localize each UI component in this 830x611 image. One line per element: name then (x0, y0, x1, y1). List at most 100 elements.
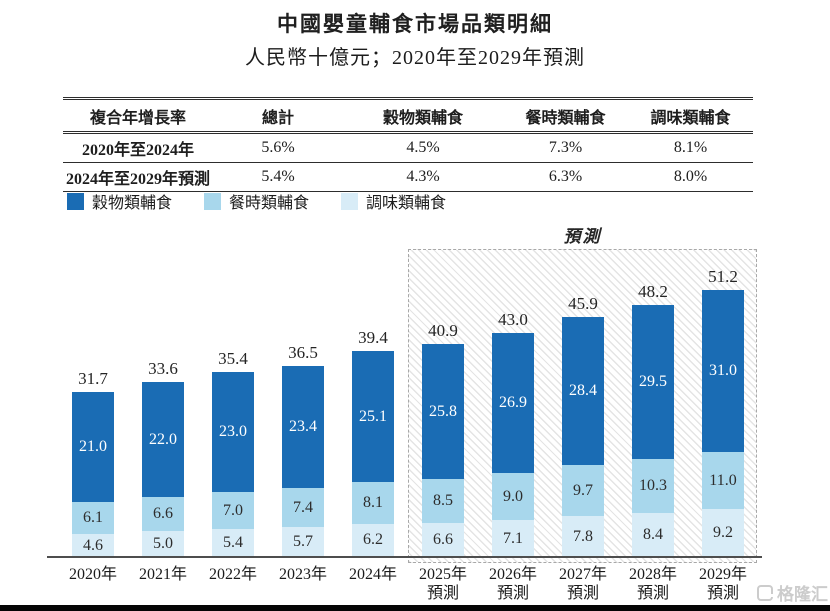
bar-segment-mealtime-food: 11.0 (702, 452, 744, 509)
stacked-bar: 31.0 11.0 9.2 (702, 290, 744, 557)
table-header-cell: 總計 (261, 109, 294, 127)
bar-segment-seasoning-food: 6.2 (352, 524, 394, 556)
segment-value-label: 26.9 (499, 394, 527, 411)
legend-label: 調味類輔食 (366, 195, 447, 212)
bar-segment-grain-food: 23.0 (212, 372, 254, 492)
x-axis-category-label: 2021年 (118, 565, 208, 584)
bar-total-label: 43.0 (498, 310, 528, 329)
segment-value-label: 5.0 (153, 535, 173, 552)
stacked-bar: 28.4 9.7 7.8 (562, 317, 604, 557)
bar-segment-grain-food: 29.5 (632, 305, 674, 459)
x-label-line: 預測 (636, 585, 669, 602)
segment-value-label: 21.0 (79, 438, 107, 455)
table-cell-value: 4.3% (406, 168, 440, 185)
segment-value-label: 25.1 (359, 407, 387, 425)
segment-value-label: 23.0 (219, 423, 247, 440)
segment-value-label: 7.8 (573, 527, 593, 545)
segment-value-label: 9.0 (503, 487, 523, 505)
x-axis-category-label: 2029年 預測 (678, 565, 768, 603)
bar-total-label: 45.9 (568, 294, 598, 313)
bar-total-label: 33.6 (148, 359, 178, 378)
table-cell-value: 6.3% (548, 168, 583, 185)
bar-total-label: 51.2 (708, 267, 738, 286)
segment-value-label: 25.8 (429, 402, 457, 420)
bar-segment-grain-food: 22.0 (142, 382, 184, 497)
table-row-label: 2024年至2029年預測 (65, 171, 210, 188)
page-subtitle: 人民幣十億元；2020年至2029年預測 (245, 47, 585, 69)
bar-segment-mealtime-food: 8.5 (422, 479, 464, 523)
x-label-line: 預測 (566, 585, 599, 602)
segment-value-label: 6.1 (83, 509, 103, 526)
x-label-line: 2022年 (208, 566, 257, 583)
bar-segment-mealtime-food: 6.6 (142, 497, 184, 531)
stacked-bar: 25.8 8.5 6.6 (422, 344, 464, 557)
x-axis-category-label: 2020年 (48, 565, 138, 584)
table-header-row: 複合年增長率 總計 穀物類輔食 餐時類輔食 調味類輔食 (63, 97, 753, 134)
stacked-bar: 21.0 6.1 4.6 (72, 392, 114, 558)
x-axis-category-label: 2026年預測 (468, 565, 558, 603)
stacked-bar: 25.1 8.1 6.2 (352, 351, 394, 557)
bar-segment-seasoning-food: 5.7 (282, 527, 324, 557)
x-label-line: 預測 (496, 585, 529, 602)
bar-segment-mealtime-food: 6.1 (72, 502, 114, 534)
x-label-line: 2026年 (488, 566, 537, 583)
x-axis-category-label: 2025年 預測 (398, 565, 488, 603)
segment-value-label: 8.5 (433, 492, 453, 509)
table-header-cell: 餐時類輔食 (525, 109, 606, 127)
table-row: 2020年至2024年 5.6% 4.5% 7.3% 8.1% (63, 134, 753, 162)
bar-segment-mealtime-food: 10.3 (632, 459, 674, 513)
gelonghui-logo-icon (757, 584, 774, 601)
bar-segment-mealtime-food: 7.0 (212, 492, 254, 529)
stacked-bar: 23.4 7.4 5.7 (282, 366, 324, 557)
stacked-bar: 29.5 10.3 8.4 (632, 305, 674, 557)
stacked-bar: 26.9 9.0 7.1 (492, 333, 534, 557)
bar-segment-seasoning-food: 8.4 (632, 513, 674, 557)
bar-segment-seasoning-food: 4.6 (72, 534, 114, 558)
bar-total-label: 35.4 (218, 349, 248, 368)
x-axis-category-label: 2028年預測 (608, 565, 698, 603)
segment-value-label: 23.4 (289, 418, 317, 435)
bar-segment-grain-food: 21.0 (72, 392, 114, 502)
table-cell-value: 4.5% (406, 139, 440, 156)
bar-total-label: 40.9 (428, 321, 458, 340)
legend-label: 餐時類輔食 (229, 195, 310, 212)
segment-value-label: 5.7 (293, 533, 313, 550)
watermark-text: 格隆汇 (777, 585, 828, 604)
bar-segment-mealtime-food: 7.4 (282, 488, 324, 527)
bar-segment-seasoning-food: 6.6 (422, 523, 464, 557)
bar-segment-seasoning-food: 9.2 (702, 509, 744, 557)
legend-swatch-icon (204, 192, 222, 210)
segment-value-label: 4.6 (83, 537, 103, 554)
x-label-line: 2028年 (628, 566, 677, 583)
segment-value-label: 8.4 (643, 526, 663, 543)
legend-label: 穀物類輔食 (92, 195, 173, 212)
bottom-black-bar (0, 605, 830, 611)
bar-segment-mealtime-food: 9.7 (562, 465, 604, 516)
segment-value-label: 22.0 (149, 430, 177, 448)
x-label-line: 預測 (706, 585, 739, 602)
bar-segment-seasoning-food: 5.4 (212, 529, 254, 557)
x-label-line: 2020年 (68, 566, 117, 583)
segment-value-label: 6.6 (153, 505, 173, 522)
bar-total-label: 39.4 (358, 328, 388, 347)
bar-segment-seasoning-food: 5.0 (142, 531, 184, 557)
segment-value-label: 7.0 (223, 501, 243, 519)
table-cell-value: 5.4% (261, 168, 295, 185)
stacked-bar: 22.0 6.6 5.0 (142, 382, 184, 557)
bar-segment-grain-food: 28.4 (562, 317, 604, 465)
segment-value-label: 29.5 (639, 373, 667, 390)
x-axis-category-label: 2027年 預測 (538, 565, 628, 603)
bar-total-label: 36.5 (288, 343, 318, 362)
bar-total-label: 31.7 (78, 369, 108, 388)
table-row: 2024年至2029年預測 5.4% 4.3% 6.3% 8.0% (63, 162, 753, 191)
cagr-table: 複合年增長率 總計 穀物類輔食 餐時類輔食 調味類輔食 2020年至2024年 5.6% 4.… (63, 97, 753, 192)
x-label-line: 2023年 (278, 566, 327, 583)
bar-segment-seasoning-food: 7.1 (492, 520, 534, 557)
bar-segment-seasoning-food: 7.8 (562, 516, 604, 557)
x-label-line: 2025年 (418, 566, 467, 583)
table-cell-value: 8.0% (673, 168, 708, 185)
bar-segment-grain-food: 26.9 (492, 333, 534, 473)
segment-value-label: 9.2 (713, 524, 733, 541)
bar-total-label: 48.2 (638, 282, 668, 301)
table-header-cell: 穀物類輔食 (382, 109, 463, 127)
